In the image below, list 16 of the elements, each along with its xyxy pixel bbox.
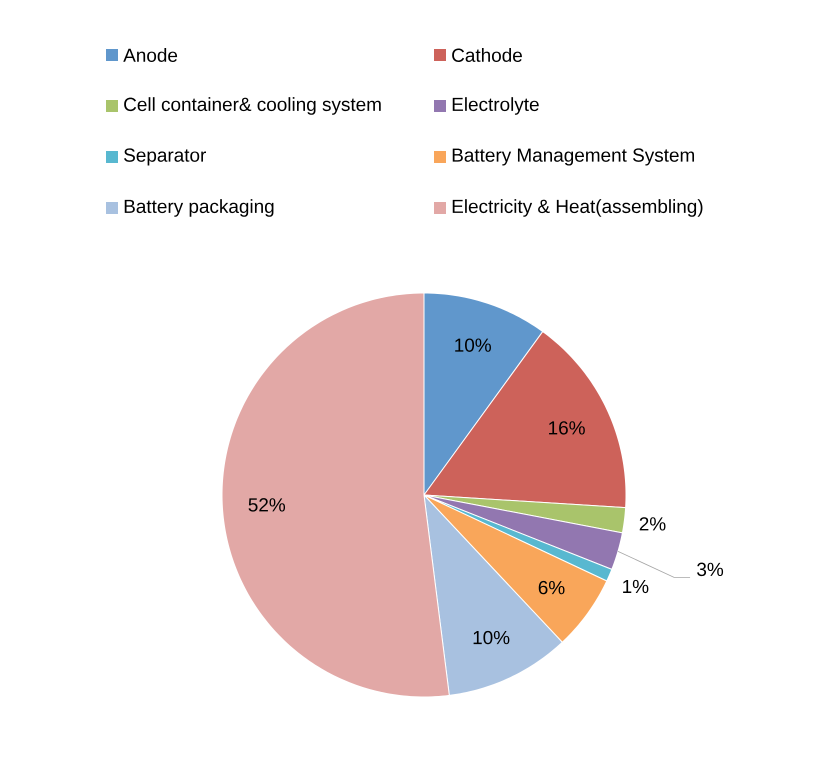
data-label: 1% bbox=[623, 580, 648, 594]
legend-label: Battery packaging bbox=[124, 199, 274, 217]
legend-label: Anode bbox=[123, 48, 178, 62]
legend-label: Cell container& cooling system bbox=[124, 97, 381, 115]
data-label: 52% bbox=[248, 498, 286, 512]
data-label: 6% bbox=[538, 580, 564, 594]
data-label: 2% bbox=[640, 517, 666, 531]
data-label: 16% bbox=[549, 421, 585, 435]
data-label: 10% bbox=[474, 630, 510, 644]
data-label: 10% bbox=[455, 338, 491, 352]
legend-label: Cathode bbox=[452, 48, 522, 62]
data-label: 3% bbox=[697, 562, 724, 576]
legend-label: Electrolyte bbox=[452, 97, 539, 115]
legend-label: Electricity & Heat(assembling) bbox=[452, 199, 702, 217]
legend-label: Battery Management System bbox=[452, 148, 694, 166]
legend-label: Separator bbox=[124, 148, 206, 166]
